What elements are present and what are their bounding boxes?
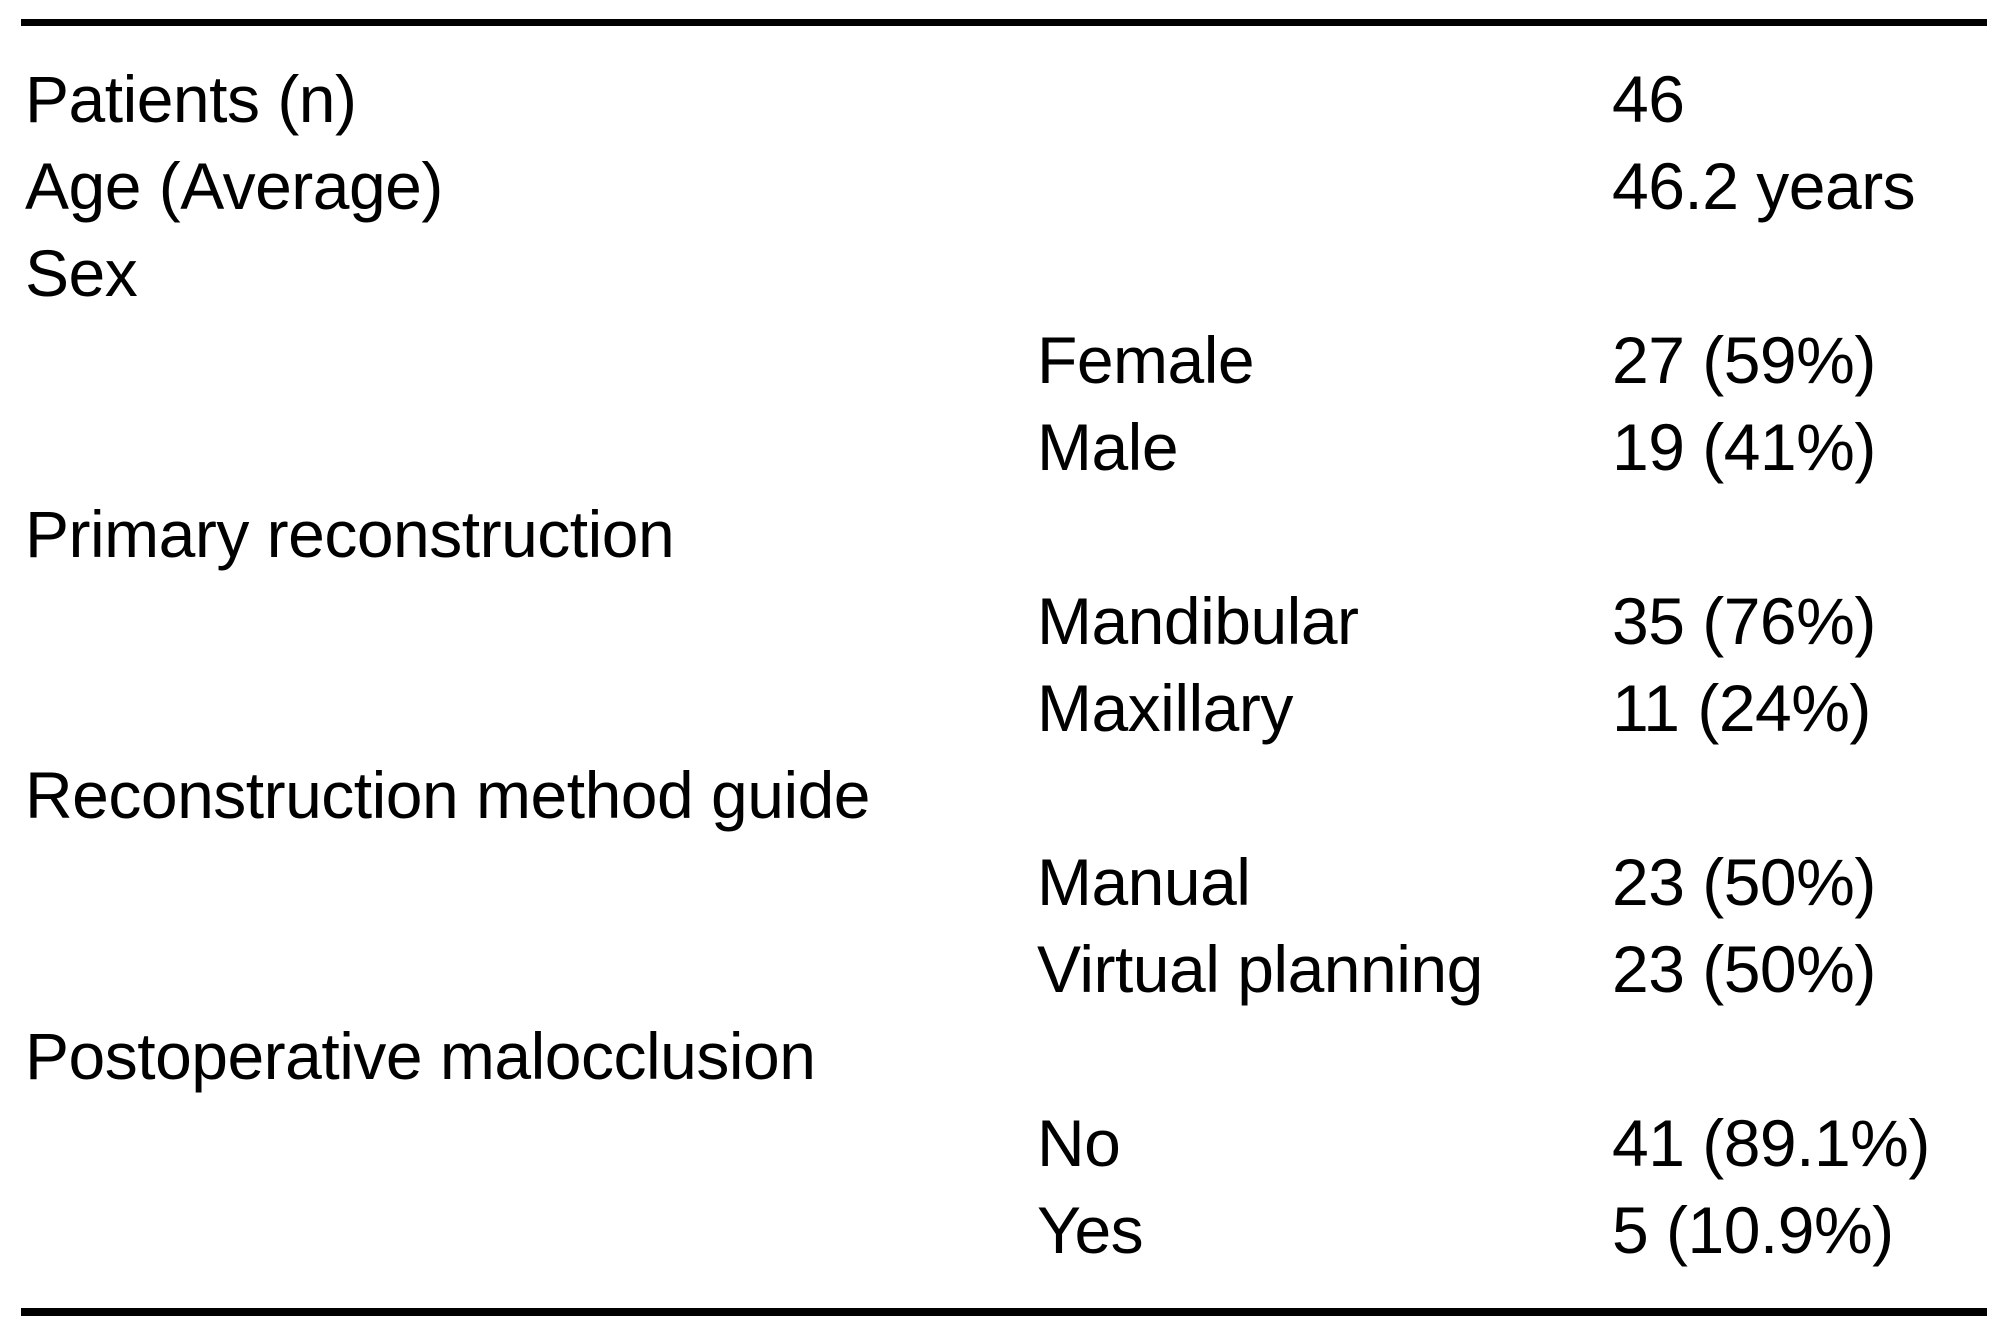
row-subcategory-label: Male [1037,409,1179,484]
row-value: 23 (50%) [1612,844,1876,919]
patient-table-body: Patients (n) 46 Age (Average) 46.2 years Sex… [21,55,1987,1273]
row-value: 5 (10.9%) [1612,1192,1894,1267]
table-row: Primary reconstruction [21,490,1987,577]
table-row: No 41 (89.1%) [21,1099,1987,1186]
table-row: Patients (n) 46 [21,55,1987,142]
table-row: Virtual planning 23 (50%) [21,925,1987,1012]
row-value: 23 (50%) [1612,931,1876,1006]
row-category-label: Patients (n) [25,61,357,136]
row-subcategory-label: Yes [1037,1192,1144,1267]
row-subcategory-label: Virtual planning [1037,931,1483,1006]
row-category-label: Primary reconstruction [25,496,675,571]
row-value: 35 (76%) [1612,583,1876,658]
row-value: 46.2 years [1612,148,1916,223]
table-row: Postoperative malocclusion [21,1012,1987,1099]
table-row: Reconstruction method guide [21,751,1987,838]
row-value: 46 [1612,61,1685,136]
row-value: 11 (24%) [1612,670,1871,745]
row-category-label: Postoperative malocclusion [25,1018,816,1093]
table-row: Maxillary 11 (24%) [21,664,1987,751]
patient-demographics-table: Patients (n) 46 Age (Average) 46.2 years Sex… [21,19,1987,1316]
table-row: Yes 5 (10.9%) [21,1186,1987,1273]
row-value: 19 (41%) [1612,409,1876,484]
table-row: Manual 23 (50%) [21,838,1987,925]
row-subcategory-label: Manual [1037,844,1251,919]
table-row: Age (Average) 46.2 years [21,142,1987,229]
row-value: 27 (59%) [1612,322,1876,397]
row-subcategory-label: No [1037,1105,1121,1180]
row-subcategory-label: Female [1037,322,1255,397]
row-category-label: Sex [25,235,138,310]
row-value: 41 (89.1%) [1612,1105,1930,1180]
row-subcategory-label: Mandibular [1037,583,1359,658]
row-category-label: Reconstruction method guide [25,757,871,832]
row-subcategory-label: Maxillary [1037,670,1293,745]
table-row: Sex [21,229,1987,316]
table-row: Male 19 (41%) [21,403,1987,490]
row-category-label: Age (Average) [25,148,443,223]
table-row: Female 27 (59%) [21,316,1987,403]
table-row: Mandibular 35 (76%) [21,577,1987,664]
